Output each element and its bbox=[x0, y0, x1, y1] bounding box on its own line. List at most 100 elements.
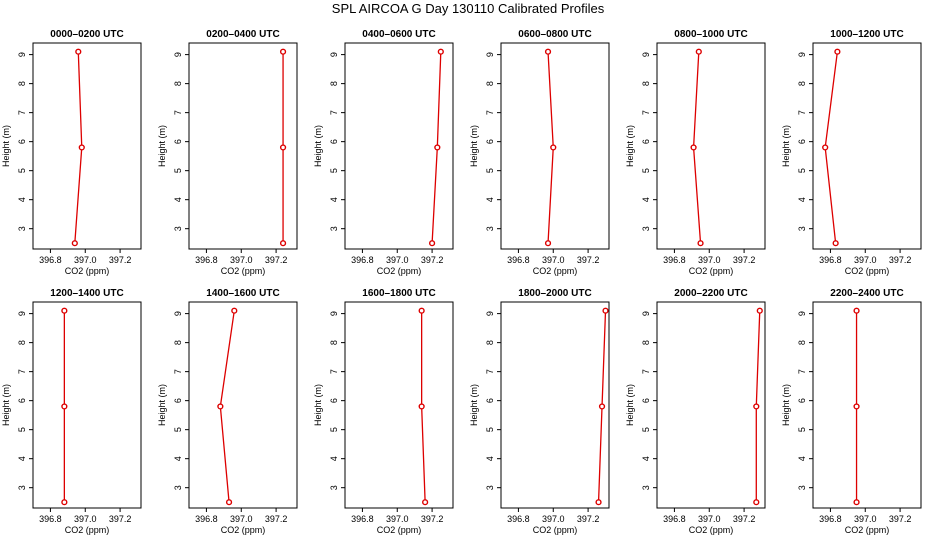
y-axis-label: Height (m) bbox=[157, 125, 167, 167]
x-tick-label: 397.0 bbox=[698, 514, 721, 524]
plot-frame bbox=[500, 301, 610, 509]
x-tick-label: 396.8 bbox=[819, 255, 842, 265]
x-tick-label: 397.0 bbox=[386, 255, 409, 265]
y-tick-label: 3 bbox=[329, 226, 339, 231]
panel-title: 1200–1400 UTC bbox=[50, 288, 123, 299]
y-axis-label: Height (m) bbox=[157, 384, 167, 426]
panel-title: 2000–2200 UTC bbox=[674, 288, 747, 299]
x-tick-label: 396.8 bbox=[39, 514, 62, 524]
y-tick-label: 5 bbox=[173, 168, 183, 173]
y-tick-label: 6 bbox=[641, 139, 651, 144]
y-tick-label: 5 bbox=[485, 168, 495, 173]
x-tick-label: 397.0 bbox=[74, 514, 97, 524]
y-tick-label: 5 bbox=[641, 168, 651, 173]
x-tick-label: 396.8 bbox=[195, 255, 218, 265]
x-tick-label: 397.2 bbox=[265, 255, 288, 265]
y-tick-label: 6 bbox=[17, 139, 27, 144]
data-point bbox=[832, 240, 839, 247]
y-tick-label: 9 bbox=[485, 52, 495, 57]
data-point bbox=[753, 499, 760, 506]
plot-frame bbox=[32, 42, 142, 250]
panel-6: 1000–1200 UTC 396.8 397.0 397.2 3 4 5 6 7 8 9 CO2 (… bbox=[781, 29, 922, 276]
y-tick-label: 8 bbox=[329, 340, 339, 345]
panel-title: 1800–2000 UTC bbox=[518, 288, 591, 299]
x-tick-label: 397.2 bbox=[577, 514, 600, 524]
y-tick-label: 6 bbox=[797, 398, 807, 403]
x-tick-label: 396.8 bbox=[351, 514, 374, 524]
x-tick-label: 397.0 bbox=[854, 255, 877, 265]
x-axis-label: CO2 (ppm) bbox=[221, 266, 266, 276]
y-tick-label: 7 bbox=[485, 110, 495, 115]
y-axis-label: Height (m) bbox=[625, 125, 635, 167]
y-tick-label: 7 bbox=[17, 369, 27, 374]
y-tick-label: 7 bbox=[173, 110, 183, 115]
y-tick-label: 9 bbox=[797, 311, 807, 316]
y-tick-label: 5 bbox=[329, 427, 339, 432]
x-tick-label: 397.2 bbox=[421, 255, 444, 265]
data-point bbox=[428, 240, 436, 247]
y-tick-label: 9 bbox=[17, 311, 27, 316]
data-point bbox=[834, 48, 841, 55]
panel-7: 1200–1400 UTC 396.8 397.0 397.2 3 4 5 6 7 8 9 CO2 (… bbox=[1, 288, 142, 535]
x-tick-label: 396.8 bbox=[39, 255, 62, 265]
data-point bbox=[544, 48, 552, 55]
data-point bbox=[697, 240, 704, 247]
plot-frame bbox=[188, 301, 298, 509]
y-axis-label: Height (m) bbox=[781, 384, 791, 426]
y-axis-label: Height (m) bbox=[313, 125, 323, 167]
y-tick-label: 4 bbox=[17, 456, 27, 461]
plot-frame bbox=[500, 42, 610, 250]
panel-5: 0800–1000 UTC 396.8 397.0 397.2 3 4 5 6 7 8 9 CO2 (… bbox=[625, 29, 766, 276]
plot-frame bbox=[188, 42, 298, 250]
x-tick-label: 397.2 bbox=[889, 255, 912, 265]
x-axis-label: CO2 (ppm) bbox=[845, 525, 890, 535]
x-tick-label: 397.0 bbox=[386, 514, 409, 524]
plot-frame bbox=[656, 301, 766, 509]
data-point bbox=[753, 403, 760, 410]
y-tick-label: 9 bbox=[797, 52, 807, 57]
y-tick-label: 9 bbox=[329, 311, 339, 316]
y-tick-label: 6 bbox=[329, 139, 339, 144]
y-tick-label: 4 bbox=[173, 456, 183, 461]
x-axis-label: CO2 (ppm) bbox=[377, 525, 422, 535]
panel-9: 1600–1800 UTC 396.8 397.0 397.2 3 4 5 6 7 8 9 CO2 (… bbox=[313, 288, 454, 535]
y-tick-label: 7 bbox=[173, 369, 183, 374]
y-tick-label: 7 bbox=[17, 110, 27, 115]
x-tick-label: 396.8 bbox=[507, 255, 530, 265]
x-tick-label: 397.2 bbox=[733, 514, 756, 524]
y-tick-label: 3 bbox=[641, 485, 651, 490]
panel-title: 1000–1200 UTC bbox=[830, 29, 903, 40]
y-tick-label: 4 bbox=[485, 456, 495, 461]
panel-11: 2000–2200 UTC 396.8 397.0 397.2 3 4 5 6 7 8 9 CO2 (… bbox=[625, 288, 766, 535]
data-point bbox=[279, 48, 287, 55]
data-point bbox=[61, 307, 68, 314]
y-tick-label: 8 bbox=[797, 81, 807, 86]
x-tick-label: 396.8 bbox=[351, 255, 374, 265]
data-point bbox=[279, 240, 287, 247]
panel-3: 0400–0600 UTC 396.8 397.0 397.2 3 4 5 6 7 8 9 CO2 (… bbox=[313, 29, 454, 276]
y-tick-label: 9 bbox=[329, 52, 339, 57]
x-tick-label: 397.2 bbox=[733, 255, 756, 265]
data-point bbox=[853, 403, 860, 410]
data-point bbox=[418, 403, 425, 410]
data-point bbox=[434, 144, 441, 151]
x-tick-label: 397.2 bbox=[889, 514, 912, 524]
panel-4: 0600–0800 UTC 396.8 397.0 397.2 3 4 5 6 7 8 9 CO2 (… bbox=[469, 29, 610, 276]
panel-title: 0000–0200 UTC bbox=[50, 29, 123, 40]
panel-2: 0200–0400 UTC 396.8 397.0 397.2 3 4 5 6 7 8 9 CO2 (… bbox=[157, 29, 298, 276]
y-tick-label: 8 bbox=[641, 340, 651, 345]
panel-12: 2200–2400 UTC 396.8 397.0 397.2 3 4 5 6 7 8 9 CO2 (… bbox=[781, 288, 922, 535]
data-point bbox=[595, 499, 602, 506]
y-tick-label: 6 bbox=[485, 139, 495, 144]
y-tick-label: 3 bbox=[17, 485, 27, 490]
y-tick-label: 5 bbox=[173, 427, 183, 432]
data-point bbox=[822, 144, 829, 151]
y-tick-label: 3 bbox=[797, 226, 807, 231]
data-point bbox=[422, 499, 429, 506]
x-tick-label: 396.8 bbox=[819, 514, 842, 524]
x-axis-label: CO2 (ppm) bbox=[533, 266, 578, 276]
y-tick-label: 7 bbox=[329, 110, 339, 115]
y-axis-label: Height (m) bbox=[469, 384, 479, 426]
x-axis-label: CO2 (ppm) bbox=[65, 266, 110, 276]
